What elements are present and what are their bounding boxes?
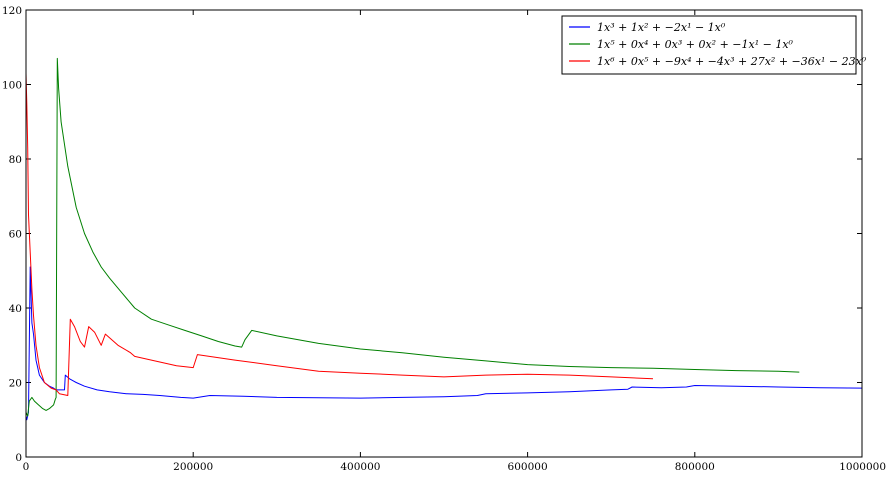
legend-box (561, 15, 857, 75)
series-line-3 (25, 73, 654, 396)
x-tick-label: 1000000 (839, 461, 886, 473)
y-tick-label: 100 (2, 80, 22, 92)
legend-label-1: 1x³ + 1x² + −2x¹ − 1x⁰ (597, 21, 726, 34)
plot-frame (25, 9, 863, 458)
y-tick-label: 40 (9, 303, 22, 315)
legend: 1x³ + 1x² + −2x¹ − 1x⁰ 1x⁵ + 0x⁴ + 0x³ + … (561, 15, 867, 75)
y-tick-label: 0 (15, 452, 22, 464)
y-tick-label: 20 (9, 378, 22, 390)
legend-label-2: 1x⁵ + 0x⁴ + 0x³ + 0x² + −1x¹ − 1x⁰ (597, 38, 794, 51)
series-lines (25, 57, 863, 421)
legend-label-3: 1x⁶ + 0x⁵ + −9x⁴ + −4x³ + 27x² + −36x¹ −… (597, 55, 867, 68)
series-line-2 (25, 57, 800, 417)
x-tick-label: 600000 (508, 461, 548, 473)
y-tick-label: 120 (2, 5, 22, 17)
axis-ticks: 0 200000 400000 600000 800000 1000000 0 20 40 60 8… (2, 5, 886, 473)
y-tick-label: 60 (9, 229, 22, 241)
x-tick-label: 0 (23, 461, 30, 473)
x-tick-label: 800000 (675, 461, 715, 473)
y-tick-label: 80 (9, 154, 22, 166)
series-line-1 (25, 266, 863, 421)
x-tick-label: 200000 (173, 461, 213, 473)
x-tick-label: 400000 (340, 461, 380, 473)
